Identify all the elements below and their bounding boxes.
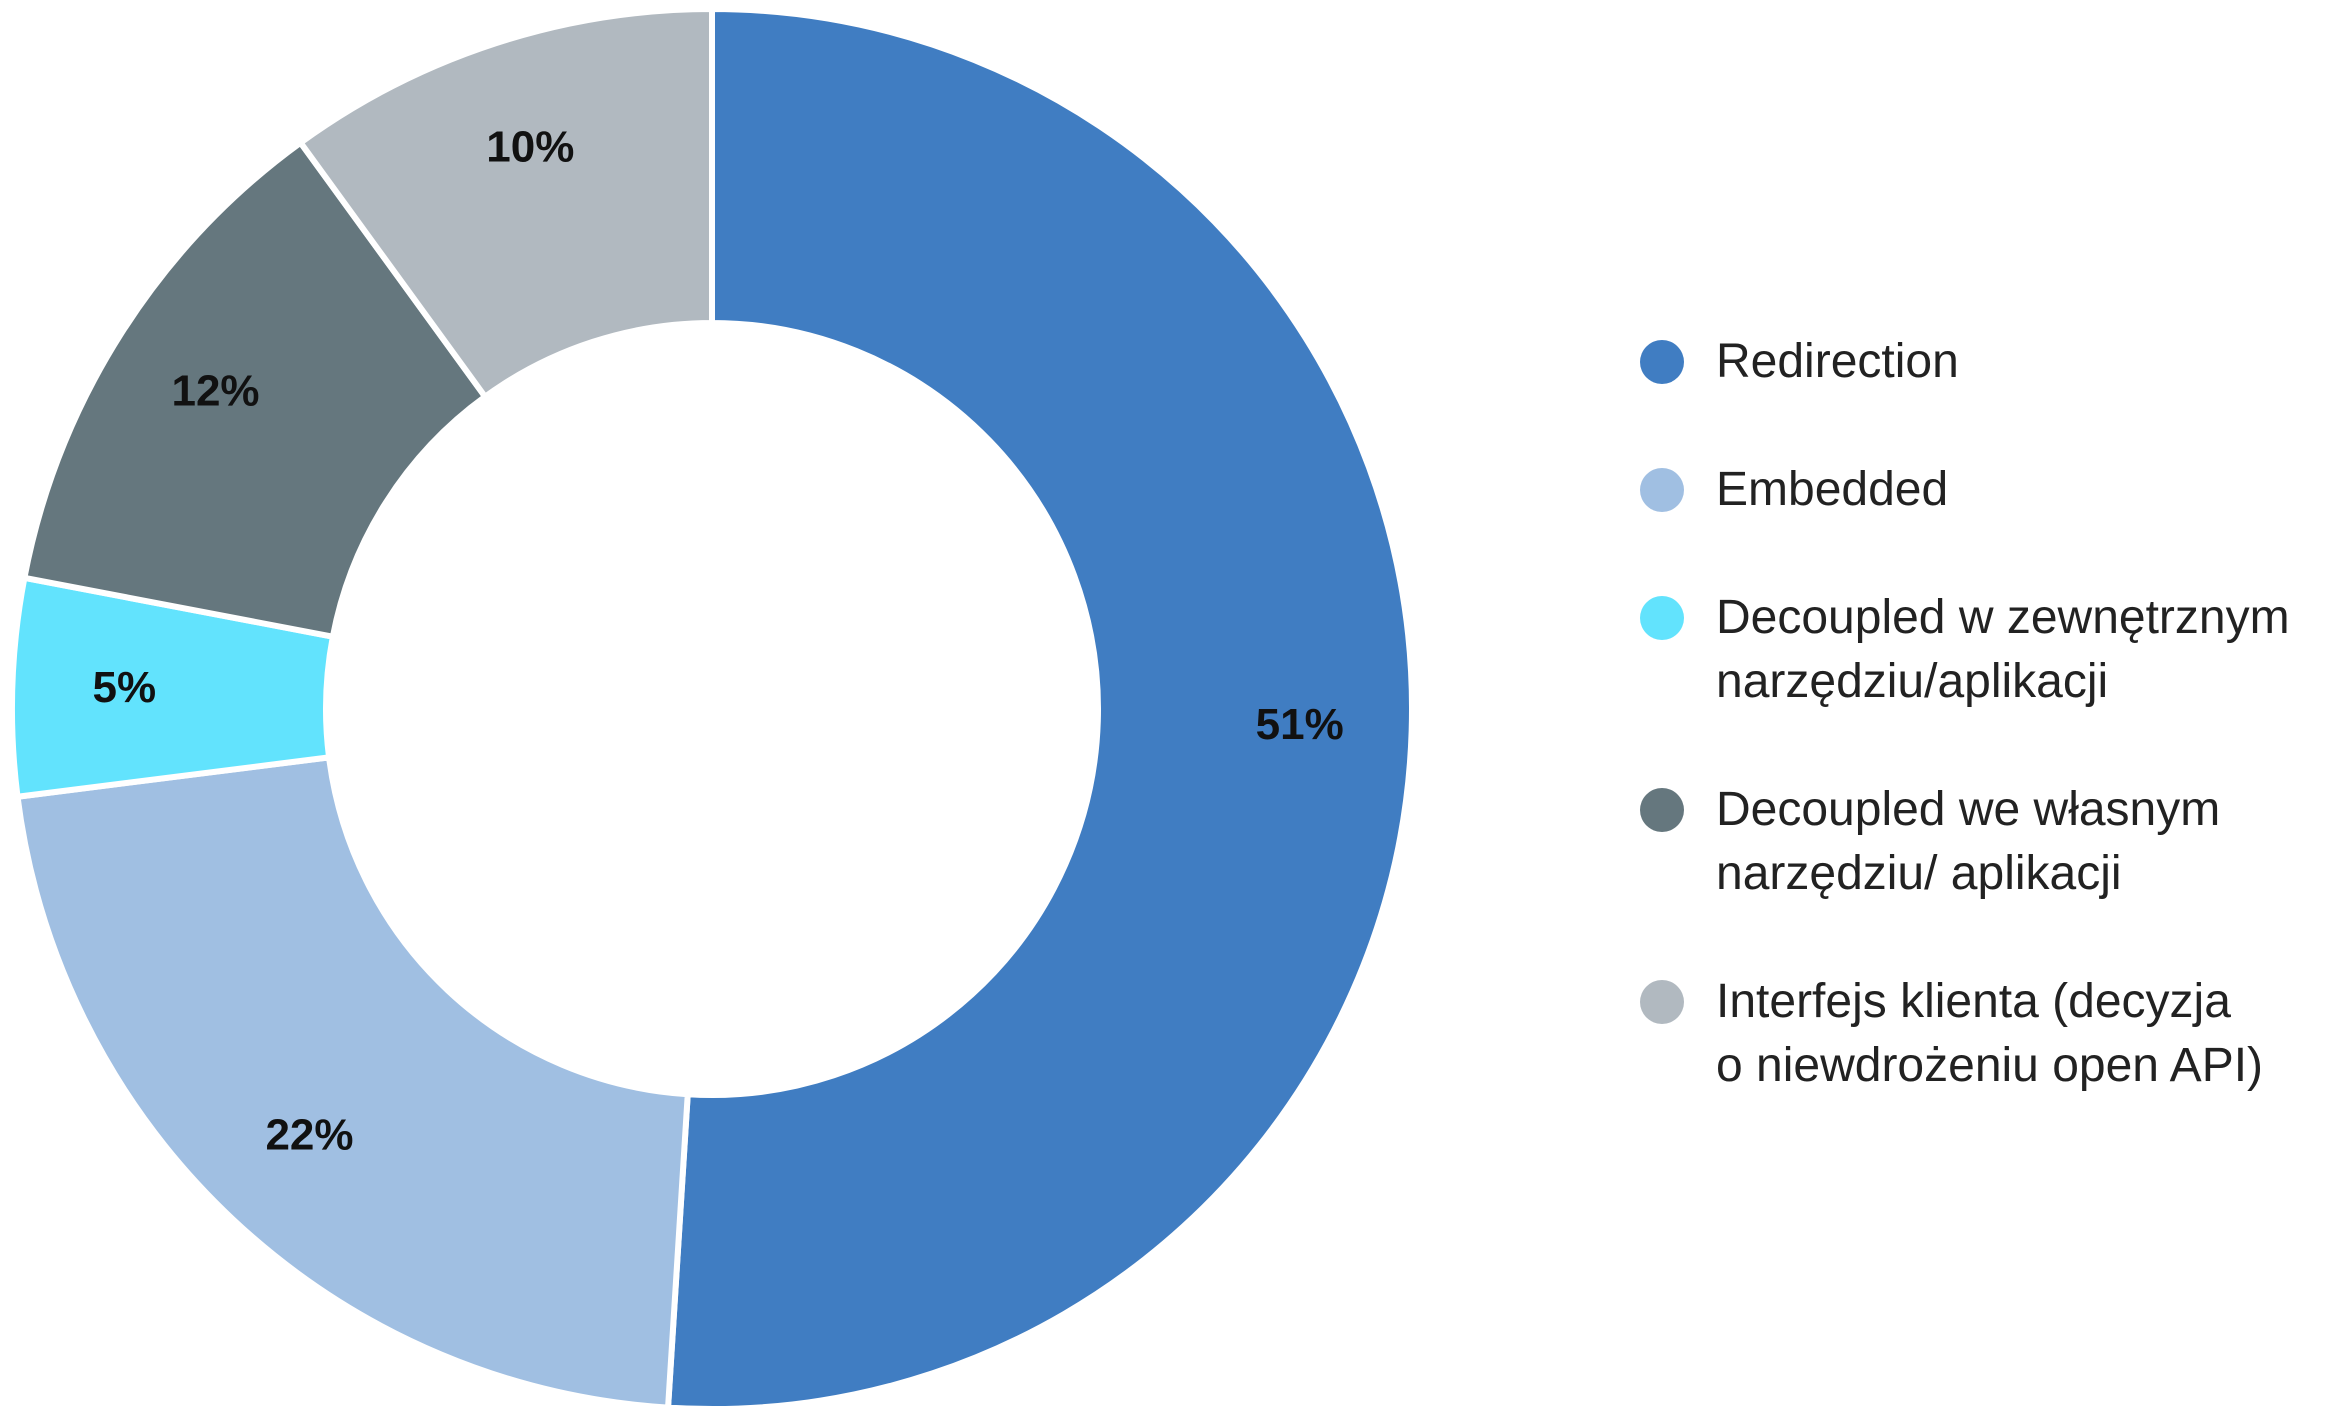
- value-label: 22%: [265, 1110, 353, 1159]
- value-label: 5%: [92, 663, 156, 712]
- legend-marker: [1640, 468, 1684, 512]
- value-label: 10%: [486, 122, 574, 171]
- legend-marker: [1640, 596, 1684, 640]
- donut-slice: [296, 5, 715, 401]
- value-label: 51%: [1256, 700, 1344, 749]
- legend-label: Decoupled we własnym narzędziu/ aplikacj…: [1716, 783, 2221, 900]
- legend-item: Redirection: [1636, 330, 2290, 394]
- legend-item: Decoupled w zewnętrznym narzędziu/aplika…: [1636, 586, 2290, 714]
- legend-label: Interfejs klienta (decyzja o niewdrożeni…: [1716, 975, 2264, 1092]
- donut-slice: [664, 5, 1415, 1412]
- donut-slice: [14, 754, 691, 1411]
- donut-slice: [20, 138, 490, 641]
- legend-label: Redirection: [1716, 335, 1959, 388]
- legend-marker: [1640, 340, 1684, 384]
- legend-item: Decoupled we własnym narzędziu/ aplikacj…: [1636, 778, 2290, 906]
- legend-marker: [1640, 980, 1684, 1024]
- legend-label: Decoupled w zewnętrznym narzędziu/aplika…: [1716, 591, 2290, 708]
- legend-item: Embedded: [1636, 458, 2290, 522]
- legend: Redirection Embedded Decoupled w zewnętrzn…: [1636, 330, 2290, 1162]
- legend-marker: [1640, 788, 1684, 832]
- donut: 51% 22% 5% 12% 10%: [11, 5, 1415, 1412]
- legend-label: Embedded: [1716, 463, 1949, 516]
- legend-item: Interfejs klienta (decyzja o niewdrożeni…: [1636, 970, 2290, 1098]
- value-label: 12%: [171, 367, 259, 416]
